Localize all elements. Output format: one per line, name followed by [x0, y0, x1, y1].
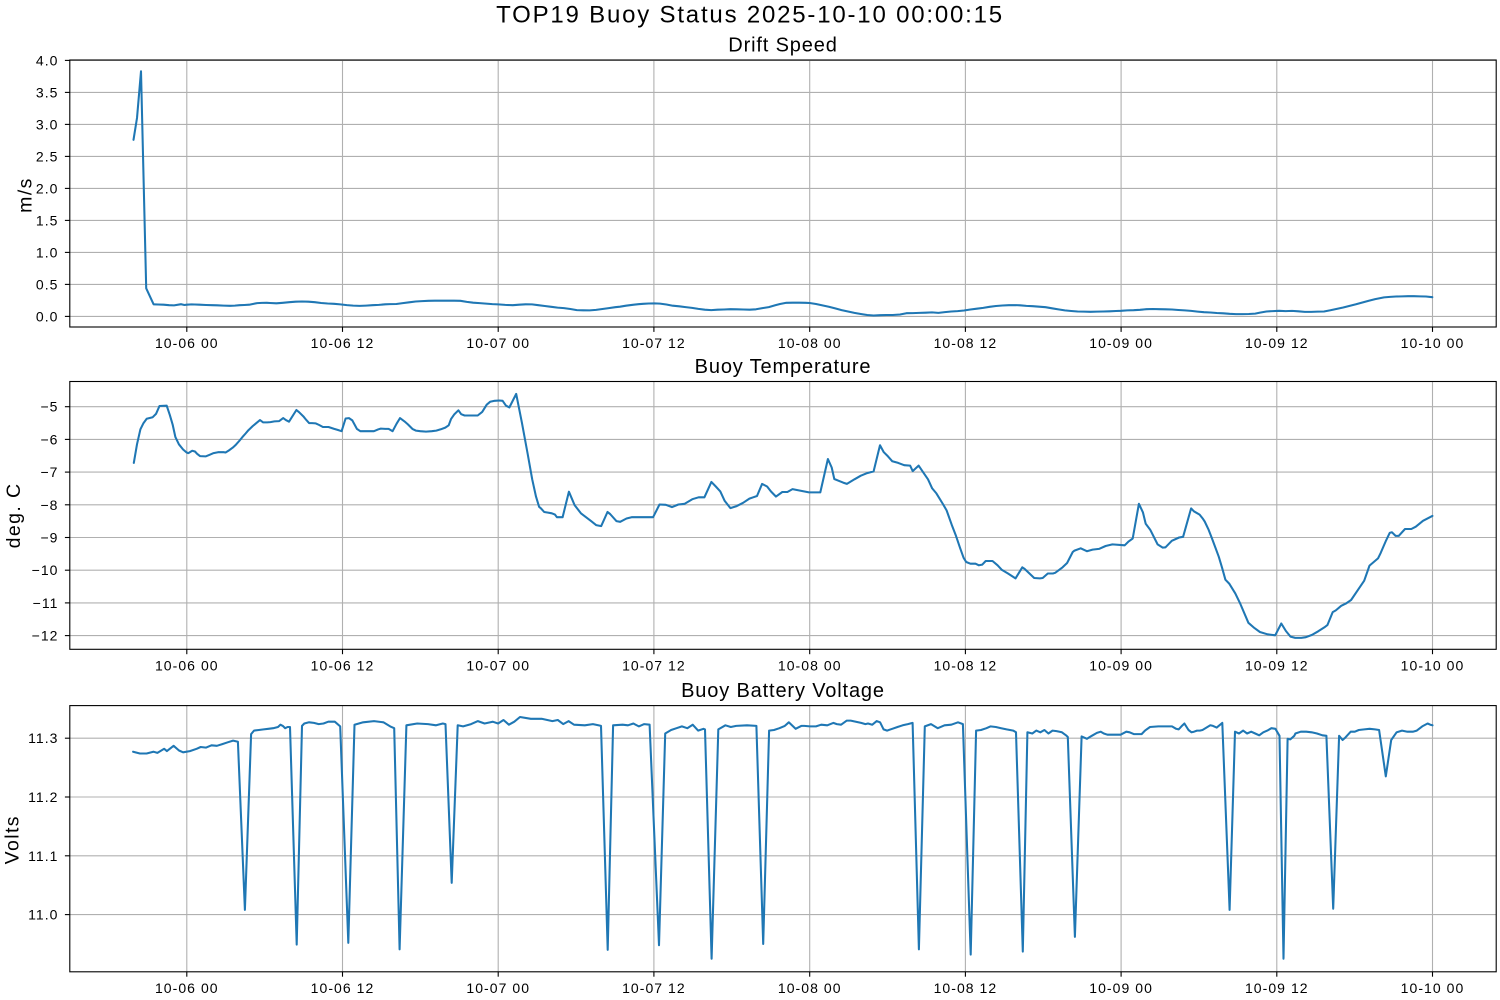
svg-text:deg. C: deg. C: [3, 482, 25, 548]
svg-text:10-09 00: 10-09 00: [1089, 658, 1153, 674]
svg-text:10-07 12: 10-07 12: [622, 335, 686, 351]
svg-text:−12: −12: [32, 628, 59, 644]
svg-text:11.3: 11.3: [28, 730, 58, 746]
svg-text:10-06 00: 10-06 00: [155, 658, 219, 674]
svg-text:10-10 00: 10-10 00: [1401, 335, 1465, 351]
svg-text:10-09 00: 10-09 00: [1089, 335, 1153, 351]
svg-text:10-10 00: 10-10 00: [1401, 980, 1465, 996]
svg-text:2.5: 2.5: [36, 148, 59, 164]
svg-text:−7: −7: [40, 464, 58, 480]
svg-text:11.0: 11.0: [28, 907, 58, 923]
svg-text:2.0: 2.0: [36, 180, 59, 196]
svg-text:10-08 12: 10-08 12: [934, 335, 998, 351]
svg-text:10-08 00: 10-08 00: [778, 658, 842, 674]
svg-text:4.0: 4.0: [36, 52, 59, 68]
svg-text:−9: −9: [40, 530, 58, 546]
svg-text:Drift Speed: Drift Speed: [728, 34, 837, 56]
svg-text:m/s: m/s: [14, 177, 36, 213]
svg-text:1.5: 1.5: [36, 212, 59, 228]
svg-text:10-08 12: 10-08 12: [934, 980, 998, 996]
svg-text:10-08 00: 10-08 00: [778, 980, 842, 996]
svg-text:10-09 00: 10-09 00: [1089, 980, 1153, 996]
svg-text:10-10 00: 10-10 00: [1401, 658, 1465, 674]
svg-text:TOP19 Buoy Status 2025-10-10 0: TOP19 Buoy Status 2025-10-10 00:00:15: [496, 1, 1004, 28]
svg-text:11.1: 11.1: [28, 848, 58, 864]
svg-text:−11: −11: [33, 595, 59, 611]
svg-text:11.2: 11.2: [28, 789, 58, 805]
svg-text:10-07 12: 10-07 12: [622, 980, 686, 996]
svg-text:10-09 12: 10-09 12: [1245, 980, 1309, 996]
svg-text:10-07 12: 10-07 12: [622, 658, 686, 674]
svg-text:10-08 00: 10-08 00: [778, 335, 842, 351]
svg-text:10-09 12: 10-09 12: [1245, 658, 1309, 674]
svg-text:Buoy Temperature: Buoy Temperature: [695, 356, 872, 378]
svg-text:0.5: 0.5: [36, 276, 59, 292]
svg-text:10-07 00: 10-07 00: [466, 335, 530, 351]
svg-text:10-08 12: 10-08 12: [934, 658, 998, 674]
svg-text:10-06 12: 10-06 12: [311, 335, 375, 351]
svg-text:0.0: 0.0: [36, 308, 59, 324]
svg-text:10-07 00: 10-07 00: [466, 980, 530, 996]
svg-text:Buoy Battery Voltage: Buoy Battery Voltage: [681, 680, 885, 702]
svg-text:10-06 00: 10-06 00: [155, 335, 219, 351]
svg-text:10-06 12: 10-06 12: [311, 658, 375, 674]
svg-text:10-06 12: 10-06 12: [311, 980, 375, 996]
svg-text:10-06 00: 10-06 00: [155, 980, 219, 996]
svg-text:Volts: Volts: [2, 815, 24, 864]
svg-text:10-09 12: 10-09 12: [1245, 335, 1309, 351]
svg-text:−8: −8: [40, 497, 58, 513]
svg-text:−6: −6: [40, 431, 58, 447]
svg-text:−10: −10: [32, 562, 59, 578]
svg-text:10-07 00: 10-07 00: [466, 658, 530, 674]
svg-text:3.5: 3.5: [36, 84, 59, 100]
svg-text:1.0: 1.0: [36, 244, 59, 260]
svg-text:−5: −5: [40, 399, 58, 415]
svg-text:3.0: 3.0: [36, 116, 59, 132]
